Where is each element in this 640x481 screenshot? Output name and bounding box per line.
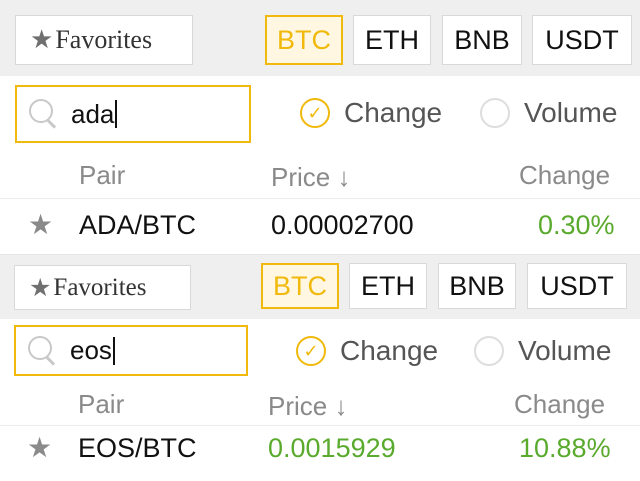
price-header-label: Price: [268, 391, 328, 421]
column-header-pair[interactable]: Pair: [78, 389, 125, 419]
price-value: 0.00002700: [271, 210, 414, 240]
tab-usdt[interactable]: USDT: [527, 263, 627, 309]
text-cursor: [115, 100, 118, 128]
star-icon: ★: [30, 25, 54, 55]
favorites-button[interactable]: ★ Favorites: [14, 265, 191, 310]
search-input[interactable]: eos: [14, 325, 248, 376]
search-icon: [29, 99, 59, 129]
market-panel-2: ★ Favorites BTC ETH BNB USDT eos ✓ Chang…: [0, 254, 640, 481]
sort-down-icon: ↓: [334, 391, 348, 421]
favorites-label: Favorites: [53, 273, 147, 301]
sort-down-icon: ↓: [337, 162, 351, 192]
filter-volume-label: Volume: [518, 335, 612, 366]
star-icon: ★: [29, 273, 52, 302]
check-circle-icon: ✓: [296, 336, 326, 366]
check-circle-icon: ✓: [300, 98, 330, 128]
text-cursor: [112, 336, 115, 365]
filter-change-label: Change: [344, 97, 443, 128]
tab-btc[interactable]: BTC: [265, 15, 343, 65]
price-value: 0.0015929: [268, 433, 396, 463]
tab-eth[interactable]: ETH: [353, 15, 431, 65]
change-value: 0.30%: [538, 210, 615, 240]
search-icon: [28, 335, 58, 366]
search-value: ada: [71, 98, 115, 129]
search-input[interactable]: ada: [15, 85, 251, 143]
pair-name: ADA/BTC: [79, 210, 197, 240]
filter-volume-label: Volume: [524, 97, 618, 128]
change-value: 10.88%: [519, 433, 611, 463]
tab-usdt[interactable]: USDT: [532, 15, 632, 65]
filter-volume-radio[interactable]: Volume: [480, 97, 617, 129]
divider: [0, 425, 640, 426]
column-header-pair[interactable]: Pair: [79, 160, 126, 190]
column-header-price[interactable]: Price ↓: [268, 391, 347, 422]
divider: [0, 198, 640, 199]
star-icon[interactable]: ★: [28, 208, 54, 241]
pair-name: EOS/BTC: [78, 433, 197, 463]
price-header-label: Price: [271, 162, 331, 192]
filter-change-radio[interactable]: ✓ Change: [300, 97, 442, 129]
star-icon[interactable]: ★: [27, 431, 53, 464]
favorites-label: Favorites: [55, 25, 153, 54]
column-header-price[interactable]: Price ↓: [271, 162, 350, 193]
column-header-change[interactable]: Change: [519, 160, 611, 190]
favorites-button[interactable]: ★ Favorites: [15, 15, 193, 65]
search-value: eos: [70, 335, 112, 365]
filter-volume-radio[interactable]: Volume: [474, 335, 611, 367]
market-panel-1: ★ Favorites BTC ETH BNB USDT ada ✓ Chang…: [0, 0, 640, 241]
tab-bnb[interactable]: BNB: [442, 15, 522, 65]
filter-change-radio[interactable]: ✓ Change: [296, 335, 438, 367]
tab-eth[interactable]: ETH: [349, 263, 427, 309]
tab-bnb[interactable]: BNB: [438, 263, 516, 309]
radio-empty-icon: [480, 98, 510, 128]
filter-change-label: Change: [340, 335, 439, 366]
tab-btc[interactable]: BTC: [261, 263, 339, 309]
column-header-change[interactable]: Change: [514, 389, 606, 419]
radio-empty-icon: [474, 336, 504, 366]
